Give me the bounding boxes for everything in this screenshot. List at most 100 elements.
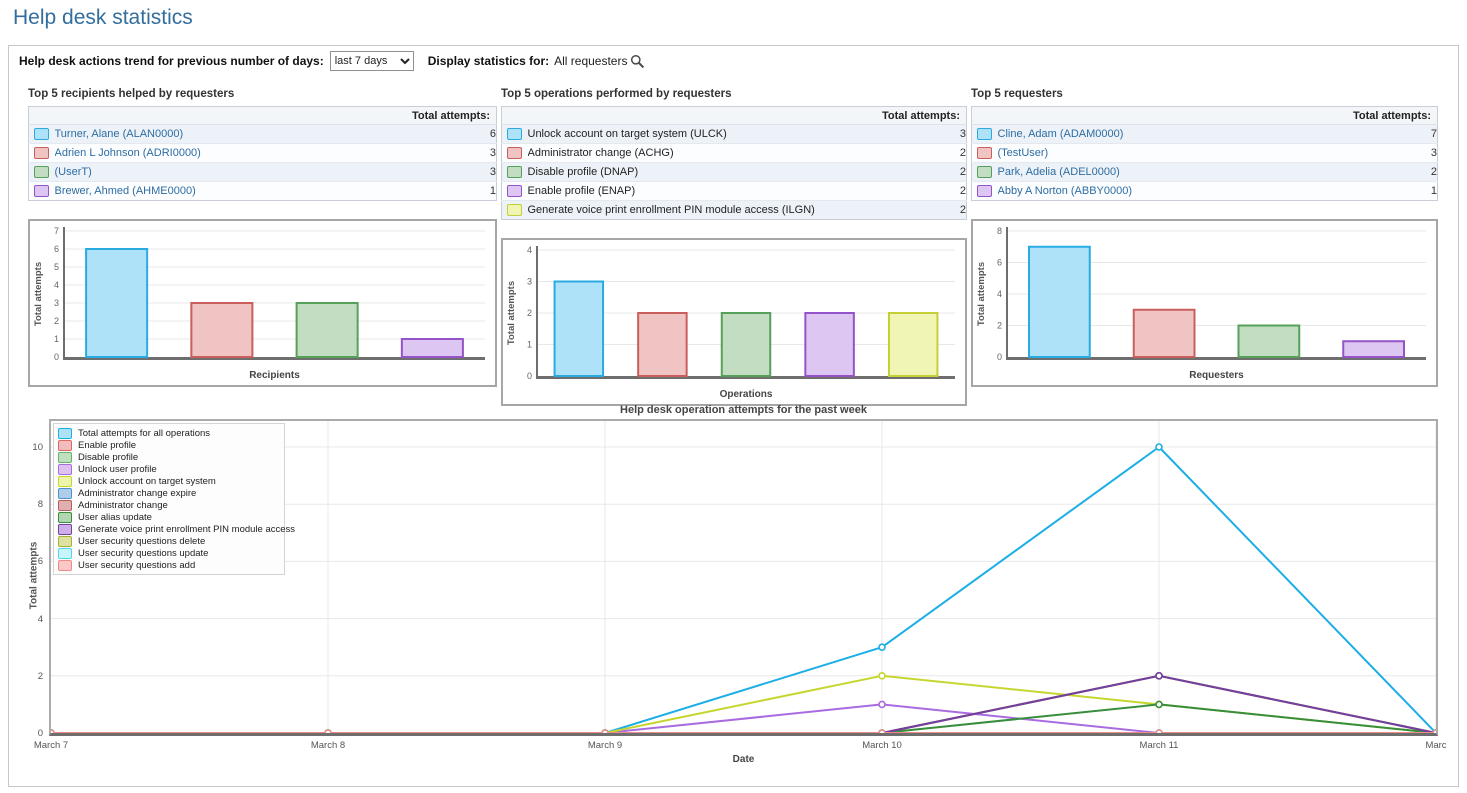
table-row: Disable profile (DNAP) 2: [501, 162, 967, 182]
statistics-widget: Help desk actions trend for previous num…: [8, 45, 1459, 787]
display-statistics-label: Display statistics for:: [427, 54, 550, 68]
y-tick-label: 2: [527, 308, 532, 318]
legend-swatch: [58, 475, 72, 487]
legend-swatch: [58, 451, 72, 463]
data-point-marker: [878, 672, 886, 680]
total-attempts-value: 2: [920, 162, 967, 182]
operation-label: Generate voice print enrollment PIN modu…: [527, 204, 815, 216]
bar-chart-svg: 0 2 4 6 8 Requesters Total attempts: [976, 226, 1426, 381]
table-body: Total attempts: Cline, Adam (ADAM0000) 7 (T…: [971, 106, 1438, 201]
x-tick-label: March 8: [310, 740, 346, 751]
toolbar: Help desk actions trend for previous num…: [9, 46, 1458, 76]
entity-link[interactable]: Park, Adelia (ADEL0000): [997, 166, 1120, 178]
requesters-bar-chart: 0 2 4 6 8 Requesters Total attempts: [971, 219, 1438, 387]
legend-item[interactable]: Generate voice print enrollment PIN modu…: [58, 523, 295, 535]
legend-label: Generate voice print enrollment PIN modu…: [78, 523, 296, 535]
total-attempts-value: 2: [1391, 162, 1438, 182]
series-color-swatch: [507, 185, 523, 198]
data-point-marker: [878, 700, 886, 709]
data-point-marker: [1155, 443, 1163, 451]
y-tick-label: 1: [54, 334, 59, 344]
panel-top5-operations: Top 5 operations performed by requesters…: [501, 88, 967, 406]
bar: [1237, 324, 1301, 358]
legend-label: User alias update: [78, 511, 152, 523]
legend-swatch: [58, 535, 72, 547]
table-row: Enable profile (ENAP) 2: [501, 181, 967, 201]
y-tick-label: 0: [54, 352, 59, 362]
table-body: Total attempts: Turner, Alane (ALAN0000) 6…: [28, 106, 497, 201]
entity-link[interactable]: Brewer, Ahmed (AHME0000): [54, 185, 196, 197]
legend-item[interactable]: Total attempts for all operations: [58, 427, 280, 439]
y-tick-label: 3: [54, 298, 59, 308]
page-title: Help desk statistics: [13, 6, 193, 29]
legend-label: Administrator change: [78, 499, 168, 511]
legend-swatch: [58, 487, 72, 499]
legend-item[interactable]: Administrator change: [58, 499, 280, 511]
legend-item[interactable]: Disable profile: [58, 451, 280, 463]
x-axis-ticks: March 7 March 8 March 9 March 10 March 11 Mar…: [34, 740, 1447, 752]
legend-item[interactable]: Administrator change expire: [58, 487, 280, 499]
legend-swatch: [58, 427, 72, 439]
series-line: [51, 674, 1436, 733]
y-tick-label: 0: [527, 371, 532, 381]
legend-item[interactable]: Unlock user profile: [58, 463, 280, 475]
legend-swatch: [58, 547, 72, 559]
panel-title: Top 5 requesters: [971, 88, 1063, 100]
series-color-swatch: [507, 128, 523, 141]
total-attempts-value: 7: [1391, 124, 1438, 144]
legend-item[interactable]: User alias update: [58, 511, 280, 523]
bar: [85, 248, 149, 358]
search-icon[interactable]: [630, 54, 645, 69]
entity-link[interactable]: Turner, Alane (ALAN0000): [54, 128, 184, 140]
table-body: Total attempts: Unlock account on target …: [501, 106, 967, 220]
bar-chart-svg: 0 1 2 3 4 Operations Total attempts: [506, 245, 955, 400]
entity-link[interactable]: (UserT): [54, 166, 92, 178]
table-row: (UserT) 3: [28, 162, 497, 182]
bar: [553, 280, 605, 377]
entity-link[interactable]: (TestUser): [997, 147, 1049, 159]
legend-label: Unlock user profile: [78, 463, 157, 475]
bar: [1342, 340, 1406, 358]
legend-item[interactable]: Unlock account on target system: [58, 475, 280, 487]
data-point-marker: [324, 729, 332, 733]
entity-link[interactable]: Cline, Adam (ADAM0000): [997, 128, 1124, 140]
table-row: Abby A Norton (ABBY0000) 1: [971, 181, 1438, 201]
data-point-marker: [1432, 729, 1436, 733]
bar: [295, 302, 359, 358]
legend-swatch: [58, 463, 72, 475]
entity-link[interactable]: Abby A Norton (ABBY0000): [997, 185, 1133, 197]
legend-item[interactable]: User security questions add: [58, 559, 280, 571]
legend-item[interactable]: User security questions delete: [58, 535, 280, 547]
y-tick-label: 4: [37, 613, 43, 625]
legend-label: User security questions update: [78, 547, 209, 559]
y-axis-label: Total attempts: [506, 281, 517, 345]
entity-link[interactable]: Adrien L Johnson (ADRI0000): [54, 147, 201, 159]
series-line: [51, 446, 1436, 733]
y-tick-label: 0: [37, 728, 43, 739]
x-tick-label: March 11: [1139, 740, 1179, 751]
bar: [637, 312, 688, 377]
y-tick-label: 8: [997, 226, 1002, 236]
y-tick-label: 5: [54, 262, 59, 272]
legend-label: Enable profile: [78, 439, 137, 451]
data-point-marker: [601, 729, 609, 733]
series-color-swatch: [507, 204, 523, 217]
total-attempts-value: 2: [920, 181, 967, 201]
top5-operations-table: Total attempts: Unlock account on target …: [501, 106, 967, 220]
x-axis-label: Operations: [720, 389, 773, 400]
bar: [190, 302, 254, 358]
x-tick-label: March 7: [33, 740, 69, 751]
legend-label: Total attempts for all operations: [78, 427, 211, 439]
legend-item[interactable]: Enable profile: [58, 439, 280, 451]
trend-days-select[interactable]: last 7 days: [329, 51, 414, 71]
series-color-swatch: [34, 147, 50, 160]
y-tick-label: 6: [54, 244, 59, 254]
table-row: (TestUser) 3: [971, 143, 1438, 163]
table-row: Unlock account on target system (ULCK) 3: [501, 124, 967, 144]
bar-chart-svg: 0 1 2 3 4 5 6 7 Recipients Total attempts: [33, 226, 485, 381]
legend-item[interactable]: User security questions update: [58, 547, 280, 559]
total-attempts-header: Total attempts:: [501, 106, 967, 125]
total-attempts-value: 1: [489, 185, 496, 197]
display-statistics-value: All requesters: [554, 54, 628, 68]
y-axis-ticks: 0 2 4 6 8 10: [19, 419, 43, 739]
